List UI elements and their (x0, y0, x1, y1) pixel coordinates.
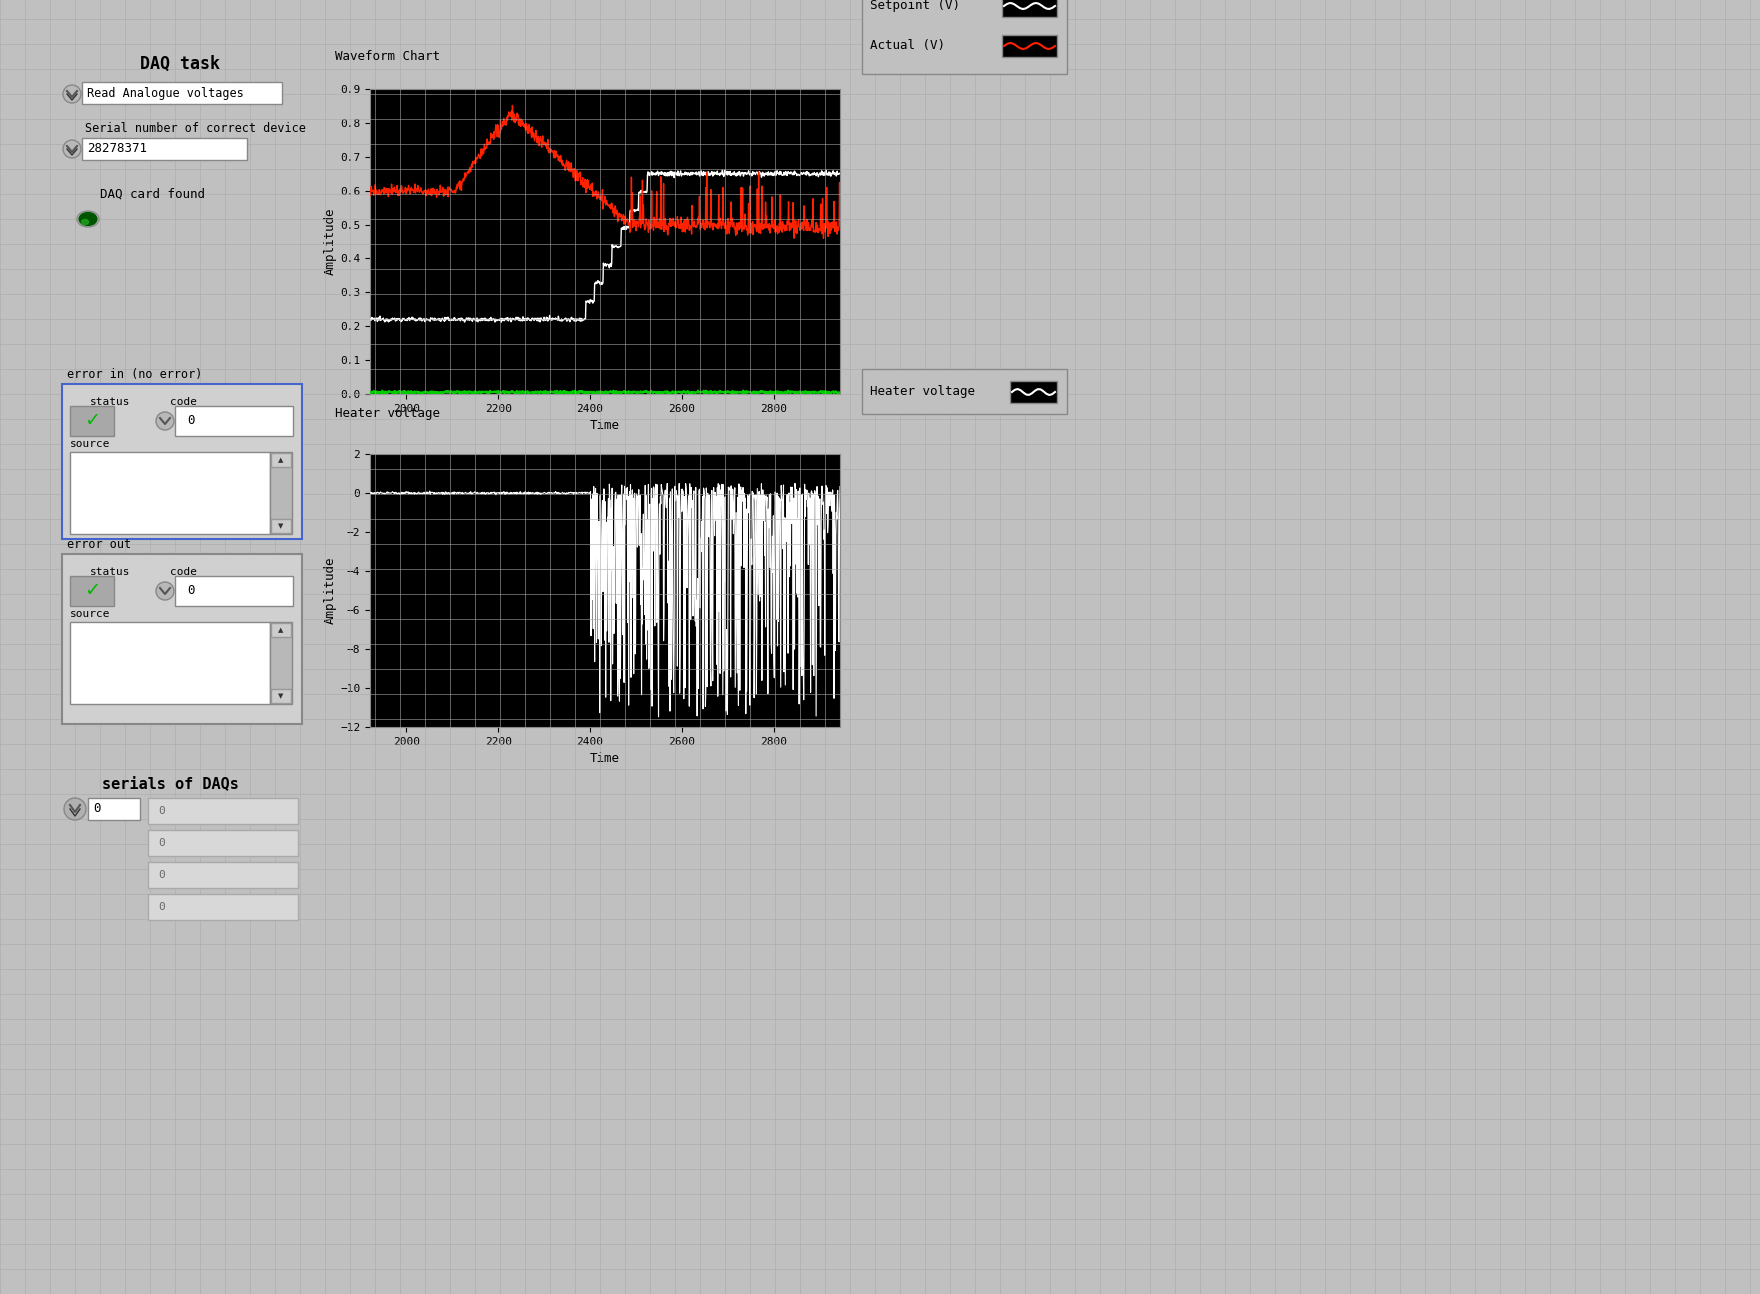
Ellipse shape (79, 212, 97, 225)
Text: Waveform Chart: Waveform Chart (334, 50, 440, 63)
Text: DAQ task: DAQ task (141, 56, 220, 72)
Text: 0: 0 (158, 870, 165, 880)
FancyBboxPatch shape (862, 0, 1067, 74)
Circle shape (157, 582, 174, 600)
Text: error in (no error): error in (no error) (67, 367, 202, 380)
Text: Heater voltage: Heater voltage (334, 408, 440, 421)
Circle shape (157, 411, 174, 430)
Text: code: code (171, 567, 197, 577)
FancyBboxPatch shape (83, 82, 282, 104)
Text: code: code (171, 397, 197, 408)
Text: error out: error out (67, 538, 132, 551)
Circle shape (63, 140, 81, 158)
Y-axis label: Amplitude: Amplitude (324, 208, 338, 276)
FancyBboxPatch shape (62, 384, 303, 540)
FancyBboxPatch shape (174, 406, 292, 436)
FancyBboxPatch shape (1001, 0, 1058, 17)
FancyBboxPatch shape (62, 554, 303, 725)
X-axis label: Time: Time (590, 419, 620, 432)
FancyBboxPatch shape (271, 519, 290, 533)
Text: status: status (90, 567, 130, 577)
FancyBboxPatch shape (148, 798, 297, 824)
FancyBboxPatch shape (148, 894, 297, 920)
FancyBboxPatch shape (269, 622, 292, 704)
Text: Setpoint (V): Setpoint (V) (869, 0, 959, 13)
Text: 28278371: 28278371 (86, 142, 148, 155)
Text: source: source (70, 439, 111, 449)
Circle shape (63, 85, 81, 104)
X-axis label: Time: Time (590, 752, 620, 765)
FancyBboxPatch shape (271, 688, 290, 703)
FancyBboxPatch shape (70, 406, 114, 436)
Text: Heater voltage: Heater voltage (869, 386, 975, 399)
Text: 0: 0 (187, 585, 195, 598)
Ellipse shape (77, 211, 99, 226)
Text: 0: 0 (158, 806, 165, 817)
FancyBboxPatch shape (271, 453, 290, 467)
Ellipse shape (81, 220, 88, 224)
FancyBboxPatch shape (148, 829, 297, 857)
Text: 0: 0 (158, 902, 165, 912)
Text: ▲: ▲ (278, 457, 283, 463)
FancyBboxPatch shape (269, 452, 292, 534)
FancyBboxPatch shape (1010, 380, 1058, 402)
FancyBboxPatch shape (70, 452, 269, 534)
Text: Read Analogue voltages: Read Analogue voltages (86, 87, 243, 100)
Text: 0: 0 (187, 414, 195, 427)
Text: 0: 0 (93, 802, 100, 815)
Text: Serial number of correct device: Serial number of correct device (84, 123, 306, 136)
Text: serials of DAQs: serials of DAQs (102, 776, 238, 792)
Text: status: status (90, 397, 130, 408)
FancyBboxPatch shape (174, 576, 292, 606)
Text: ▼: ▼ (278, 523, 283, 529)
Text: ▼: ▼ (278, 694, 283, 699)
FancyBboxPatch shape (70, 576, 114, 606)
Text: source: source (70, 609, 111, 619)
FancyBboxPatch shape (88, 798, 141, 820)
Circle shape (63, 798, 86, 820)
FancyBboxPatch shape (271, 622, 290, 637)
Text: ✓: ✓ (84, 581, 100, 600)
Text: ▲: ▲ (278, 628, 283, 633)
FancyBboxPatch shape (1001, 35, 1058, 57)
Text: 0: 0 (158, 839, 165, 848)
Y-axis label: Amplitude: Amplitude (324, 556, 338, 624)
Text: DAQ card found: DAQ card found (100, 188, 204, 201)
FancyBboxPatch shape (148, 862, 297, 888)
Text: Actual (V): Actual (V) (869, 40, 945, 53)
FancyBboxPatch shape (862, 369, 1067, 414)
FancyBboxPatch shape (70, 622, 269, 704)
Text: ✓: ✓ (84, 411, 100, 431)
FancyBboxPatch shape (83, 138, 246, 160)
